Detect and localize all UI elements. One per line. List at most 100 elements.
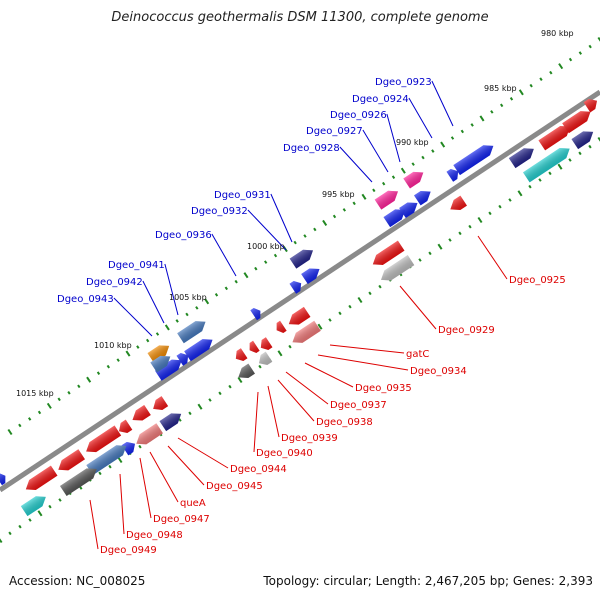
- tick-mark: [558, 63, 564, 70]
- tick-mark: [460, 129, 464, 134]
- leader-line: [149, 451, 179, 503]
- leader-line: [399, 285, 437, 330]
- tick-mark: [86, 376, 92, 383]
- leader-line: [164, 263, 179, 316]
- gene-arrow-shade: [258, 351, 273, 366]
- tick-mark: [450, 136, 455, 140]
- tick-mark: [138, 444, 142, 449]
- tick-mark: [175, 319, 179, 323]
- gene-label-dgeo-0923: Dgeo_0923: [375, 77, 432, 88]
- gene-feature: [538, 126, 571, 151]
- tick-mark: [539, 77, 543, 82]
- gene-arrow-shade: [583, 98, 598, 113]
- tick-mark: [37, 510, 43, 517]
- gene-feature: [374, 190, 399, 210]
- gene-label-dgeo-0939: Dgeo_0939: [281, 433, 338, 444]
- tick-mark: [224, 286, 228, 291]
- gene-arrow-shade: [60, 468, 97, 497]
- tick-mark: [234, 279, 238, 284]
- tick-mark: [204, 298, 210, 305]
- leader-line: [267, 385, 280, 438]
- gene-arrow-shade: [446, 168, 459, 182]
- gene-arrow-shade: [508, 148, 534, 169]
- gene-feature: [176, 352, 189, 366]
- tick-mark: [28, 518, 32, 522]
- gene-feature: [235, 348, 248, 362]
- tick-mark: [254, 266, 258, 271]
- tick-mark: [490, 110, 494, 114]
- gene-arrow-shade: [383, 209, 406, 228]
- gene-arrow-shade: [453, 145, 494, 176]
- gene-feature: [562, 111, 591, 134]
- tick-mark: [498, 204, 502, 209]
- gene-feature: [25, 465, 58, 490]
- tick-mark: [557, 163, 563, 170]
- leader-line: [177, 437, 229, 469]
- gene-feature: [403, 171, 424, 189]
- tick-mark: [77, 384, 81, 389]
- gene-label-dgeo-0945: Dgeo_0945: [206, 481, 263, 492]
- gene-feature: [372, 240, 405, 265]
- leader-line: [270, 193, 293, 243]
- tick-mark: [597, 136, 600, 144]
- tick-mark: [508, 198, 512, 202]
- tick-mark: [509, 96, 514, 101]
- gene-feature: [118, 419, 133, 434]
- gene-label-dgeo-0927: Dgeo_0927: [306, 126, 363, 137]
- leader-line: [142, 280, 165, 324]
- gene-label-dgeo-0925: Dgeo_0925: [509, 275, 566, 286]
- tick-mark: [58, 498, 62, 502]
- tick-mark: [400, 167, 406, 174]
- accession-text: Accession: NC_008025: [9, 574, 146, 588]
- gene-arrow-shade: [176, 352, 189, 366]
- gene-label-dgeo-0929: Dgeo_0929: [438, 325, 495, 336]
- leader-line: [408, 97, 433, 139]
- gene-feature: [571, 131, 594, 150]
- kbp-marker-label: 1015 kbp: [16, 389, 54, 398]
- gene-arrow-shade: [289, 280, 302, 294]
- tick-mark: [588, 44, 592, 49]
- gene-feature: [159, 413, 182, 432]
- leader-line: [253, 391, 259, 453]
- gene-arrow-shade: [538, 126, 571, 151]
- tick-mark: [378, 284, 382, 289]
- tick-mark: [348, 304, 352, 309]
- gene-arrow-shade: [571, 131, 594, 150]
- tick-mark: [48, 504, 52, 509]
- gene-feature: [20, 496, 46, 517]
- tick-mark: [500, 103, 504, 108]
- tick-mark: [277, 350, 283, 357]
- gene-arrow-shade: [292, 320, 321, 343]
- tick-mark: [568, 57, 573, 62]
- gene-label-dgeo-0947: Dgeo_0947: [153, 514, 210, 525]
- tick-mark: [470, 123, 474, 127]
- gene-feature: [58, 449, 85, 471]
- tick-mark: [96, 371, 101, 376]
- gene-feature: [249, 340, 260, 354]
- tick-mark: [214, 292, 219, 297]
- gene-feature: [288, 306, 311, 325]
- tick-mark: [458, 231, 462, 236]
- gene-feature: [383, 209, 406, 228]
- gene-arrow-shade: [238, 363, 255, 379]
- gene-label-dgeo-0936: Dgeo_0936: [155, 230, 212, 241]
- gene-arrow-shade: [289, 249, 314, 269]
- gene-feature: [453, 145, 494, 176]
- tick-mark: [67, 390, 71, 395]
- gene-feature: [0, 472, 6, 486]
- gene-arrow-shade: [155, 359, 182, 381]
- tick-mark: [313, 227, 317, 232]
- tick-mark: [437, 243, 443, 250]
- tick-mark: [391, 175, 396, 180]
- gene-arrow-shade: [374, 190, 399, 210]
- tick-mark: [116, 358, 120, 362]
- tick-mark: [303, 234, 307, 238]
- gene-label-quea: queA: [180, 498, 206, 509]
- tick-mark: [155, 332, 160, 336]
- tick-mark: [332, 214, 337, 219]
- tick-mark: [188, 411, 192, 416]
- kbp-marker-label: 985 kbp: [484, 84, 517, 93]
- tick-mark: [258, 364, 262, 369]
- gene-label-dgeo-0948: Dgeo_0948: [126, 530, 183, 541]
- tick-mark: [185, 312, 189, 317]
